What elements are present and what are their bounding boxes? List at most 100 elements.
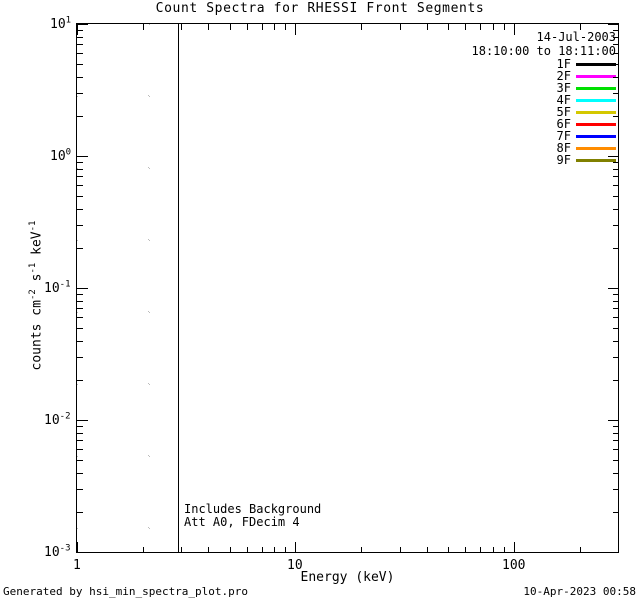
- y-minor-tick: [77, 44, 83, 45]
- y-minor-tick-right: [613, 440, 619, 441]
- x-minor-tick-top: [493, 24, 494, 30]
- x-minor-tick-top: [480, 24, 481, 30]
- hatch-region-boundary: [178, 24, 179, 552]
- y-minor-tick-right: [613, 44, 619, 45]
- x-minor-tick-top: [274, 24, 275, 30]
- legend-item-1f: 1F: [500, 57, 616, 71]
- y-minor-tick-right: [613, 77, 619, 78]
- x-minor-tick-top: [143, 24, 144, 30]
- x-minor-tick-top: [262, 24, 263, 30]
- x-minor-tick: [208, 547, 209, 553]
- y-minor-tick-right: [613, 93, 619, 94]
- x-tick-label: 100: [502, 558, 526, 573]
- x-major-tick-top: [295, 24, 296, 35]
- y-major-tick-right: [608, 552, 619, 553]
- x-minor-tick: [504, 547, 505, 553]
- y-minor-tick: [77, 294, 83, 295]
- legend-label: 3F: [556, 81, 571, 95]
- y-major-tick: [77, 24, 88, 25]
- legend-label: 2F: [556, 69, 571, 83]
- y-minor-tick-right: [613, 64, 619, 65]
- y-minor-tick: [77, 301, 83, 302]
- y-minor-tick-right: [613, 196, 619, 197]
- x-minor-tick-top: [465, 24, 466, 30]
- y-minor-tick: [77, 209, 83, 210]
- x-minor-tick: [480, 547, 481, 553]
- y-tick-exponent: 1: [65, 15, 72, 26]
- y-tick-label: 10-1: [44, 279, 71, 296]
- y-minor-tick: [77, 37, 83, 38]
- x-minor-tick-top: [618, 24, 619, 30]
- x-minor-tick-top: [580, 24, 581, 30]
- footer-generator: Generated by hsi_min_spectra_plot.pro: [3, 585, 249, 598]
- y-minor-tick: [77, 341, 83, 342]
- y-minor-tick: [77, 169, 83, 170]
- legend-color-swatch: [576, 122, 616, 126]
- legend-label: 1F: [556, 57, 571, 71]
- y-minor-tick: [77, 77, 83, 78]
- y-minor-tick: [77, 116, 83, 117]
- x-major-tick-top: [514, 24, 515, 35]
- x-minor-tick: [285, 547, 286, 553]
- y-major-tick-right: [608, 420, 619, 421]
- y-tick-mantissa: 10: [50, 149, 66, 164]
- x-minor-tick: [143, 547, 144, 553]
- annotation-line-2: Att A0, FDecim 4: [184, 515, 300, 529]
- x-major-tick-top: [77, 24, 78, 35]
- y-minor-tick-right: [613, 489, 619, 490]
- y-minor-tick: [77, 93, 83, 94]
- observation-date: 14-Jul-2003: [536, 30, 616, 44]
- x-minor-tick-top: [181, 24, 182, 30]
- legend-item-5f: 5F: [500, 105, 616, 119]
- legend: 1F 2F 3F 4F 5F 6F 7F 8F 9F: [500, 57, 616, 167]
- y-minor-tick-right: [613, 512, 619, 513]
- y-tick-mantissa: 10: [50, 17, 66, 32]
- y-minor-tick-right: [613, 449, 619, 450]
- x-tick-label: 1: [73, 558, 81, 573]
- y-minor-tick-right: [613, 460, 619, 461]
- y-minor-tick: [77, 196, 83, 197]
- annotation-line-1: Includes Background: [184, 502, 322, 516]
- y-minor-tick-right: [613, 37, 619, 38]
- x-minor-tick: [493, 547, 494, 553]
- y-tick-mantissa: 10: [44, 281, 60, 296]
- y-minor-tick-right: [613, 116, 619, 117]
- y-tick-exponent: 0: [65, 147, 72, 158]
- y-minor-tick-right: [613, 294, 619, 295]
- y-minor-tick: [77, 317, 83, 318]
- y-minor-tick: [77, 512, 83, 513]
- x-minor-tick-top: [400, 24, 401, 30]
- legend-color-swatch: [576, 74, 616, 78]
- y-tick-exponent: -1: [59, 279, 71, 290]
- x-minor-tick: [262, 547, 263, 553]
- plot-area: [76, 23, 619, 553]
- x-minor-tick-top: [247, 24, 248, 30]
- legend-color-swatch: [576, 146, 616, 150]
- y-major-tick-right: [608, 156, 619, 157]
- y-minor-tick-right: [613, 225, 619, 226]
- y-minor-tick-right: [613, 185, 619, 186]
- y-minor-tick: [77, 449, 83, 450]
- y-minor-tick: [77, 30, 83, 31]
- y-minor-tick-right: [613, 341, 619, 342]
- x-minor-tick: [618, 547, 619, 553]
- legend-color-swatch: [576, 158, 616, 162]
- x-minor-tick-top: [230, 24, 231, 30]
- y-major-tick: [77, 420, 88, 421]
- x-minor-tick: [400, 547, 401, 553]
- y-minor-tick-right: [613, 169, 619, 170]
- y-tick-mantissa: 10: [44, 413, 60, 428]
- x-minor-tick-top: [427, 24, 428, 30]
- y-minor-tick-right: [613, 317, 619, 318]
- x-major-tick: [295, 542, 296, 553]
- y-minor-tick-right: [613, 53, 619, 54]
- y-minor-tick-right: [613, 162, 619, 163]
- legend-color-swatch: [576, 62, 616, 66]
- legend-label: 5F: [556, 105, 571, 119]
- observation-header: 14-Jul-2003 18:10:00 to 18:11:00: [320, 30, 617, 58]
- y-major-tick: [77, 156, 88, 157]
- legend-label: 4F: [556, 93, 571, 107]
- y-axis-title: counts cm-2 s-1 keV-1: [28, 220, 45, 371]
- x-axis-title: Energy (keV): [300, 570, 395, 585]
- no-data-hatch-region: [77, 24, 178, 552]
